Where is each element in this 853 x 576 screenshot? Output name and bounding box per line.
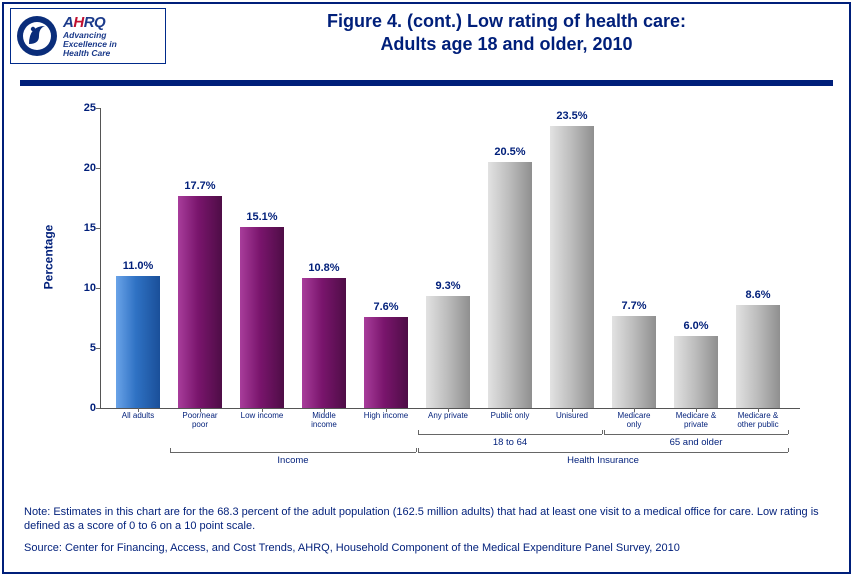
chart-source: Source: Center for Financing, Access, an… [24, 542, 829, 556]
category-label: Medicareonly [602, 412, 666, 430]
bar: 8.6% [736, 305, 780, 408]
bar-value-label: 10.8% [302, 262, 346, 274]
header-rule [20, 80, 833, 86]
group-label: Income [170, 455, 416, 466]
group-label: Health Insurance [418, 455, 788, 466]
bar-value-label: 6.0% [674, 320, 718, 332]
bar: 7.7% [612, 316, 656, 408]
hhs-seal-icon [15, 14, 59, 58]
bar-value-label: 15.1% [240, 211, 284, 223]
y-tick-label: 20 [72, 162, 96, 174]
bar-chart: Percentage 051015202511.0%All adults17.7… [68, 100, 824, 440]
category-label: Low income [230, 412, 294, 421]
category-label: Any private [416, 412, 480, 421]
bar-value-label: 8.6% [736, 289, 780, 301]
y-tick-label: 5 [72, 342, 96, 354]
y-tick-mark [96, 408, 100, 409]
bar: 23.5% [550, 126, 594, 408]
bar: 17.7% [178, 196, 222, 408]
figure-title: Figure 4. (cont.) Low rating of health c… [190, 10, 823, 55]
bar-value-label: 7.7% [612, 300, 656, 312]
y-tick-label: 10 [72, 282, 96, 294]
y-tick-label: 15 [72, 222, 96, 234]
bar: 15.1% [240, 227, 284, 408]
bar: 6.0% [674, 336, 718, 408]
category-label: All adults [106, 412, 170, 421]
category-label: Unisured [540, 412, 604, 421]
subgroup-tick [604, 430, 605, 434]
group-tick [170, 448, 171, 452]
bar: 7.6% [364, 317, 408, 408]
agency-logo: AHRQ Advancing Excellence in Health Care [10, 8, 166, 64]
category-label: Medicare &other public [726, 412, 790, 430]
category-label: Middleincome [292, 412, 356, 430]
bar-value-label: 7.6% [364, 301, 408, 313]
bar: 20.5% [488, 162, 532, 408]
y-tick-label: 0 [72, 402, 96, 414]
bar-value-label: 20.5% [488, 146, 532, 158]
title-line-2: Adults age 18 and older, 2010 [380, 34, 632, 54]
bar: 10.8% [302, 278, 346, 408]
bar: 9.3% [426, 296, 470, 408]
y-tick-label: 25 [72, 102, 96, 114]
y-tick-mark [96, 288, 100, 289]
group-rule [170, 452, 416, 453]
bar-value-label: 11.0% [116, 260, 160, 272]
category-label: Poor/nearpoor [168, 412, 232, 430]
chart-note: Note: Estimates in this chart are for th… [24, 506, 829, 534]
plot-area: 051015202511.0%All adults17.7%Poor/nearp… [100, 108, 800, 408]
bar-value-label: 17.7% [178, 180, 222, 192]
y-tick-mark [96, 348, 100, 349]
group-rule [418, 452, 788, 453]
y-tick-mark [96, 108, 100, 109]
group-tick [416, 448, 417, 452]
ahrq-word: AHRQ [63, 14, 105, 31]
bar: 11.0% [116, 276, 160, 408]
y-tick-mark [96, 228, 100, 229]
x-axis-line [100, 408, 800, 409]
subgroup-label: 65 and older [604, 437, 788, 448]
y-tick-mark [96, 168, 100, 169]
subgroup-tick [788, 430, 789, 434]
title-line-1: Figure 4. (cont.) Low rating of health c… [327, 11, 686, 31]
group-tick [418, 448, 419, 452]
subgroup-rule [418, 434, 602, 435]
bar-value-label: 23.5% [550, 110, 594, 122]
y-axis-title: Percentage [41, 225, 55, 290]
subgroup-rule [604, 434, 788, 435]
header: AHRQ Advancing Excellence in Health Care… [10, 8, 843, 72]
y-axis-line [100, 108, 101, 408]
bar-value-label: 9.3% [426, 280, 470, 292]
ahrq-text: AHRQ Advancing Excellence in Health Care [63, 14, 117, 58]
category-label: High income [354, 412, 418, 421]
subgroup-tick [418, 430, 419, 434]
ahrq-tagline-3: Health Care [63, 49, 117, 58]
group-tick [788, 448, 789, 452]
category-label: Medicare &private [664, 412, 728, 430]
subgroup-label: 18 to 64 [418, 437, 602, 448]
subgroup-tick [602, 430, 603, 434]
category-label: Public only [478, 412, 542, 421]
